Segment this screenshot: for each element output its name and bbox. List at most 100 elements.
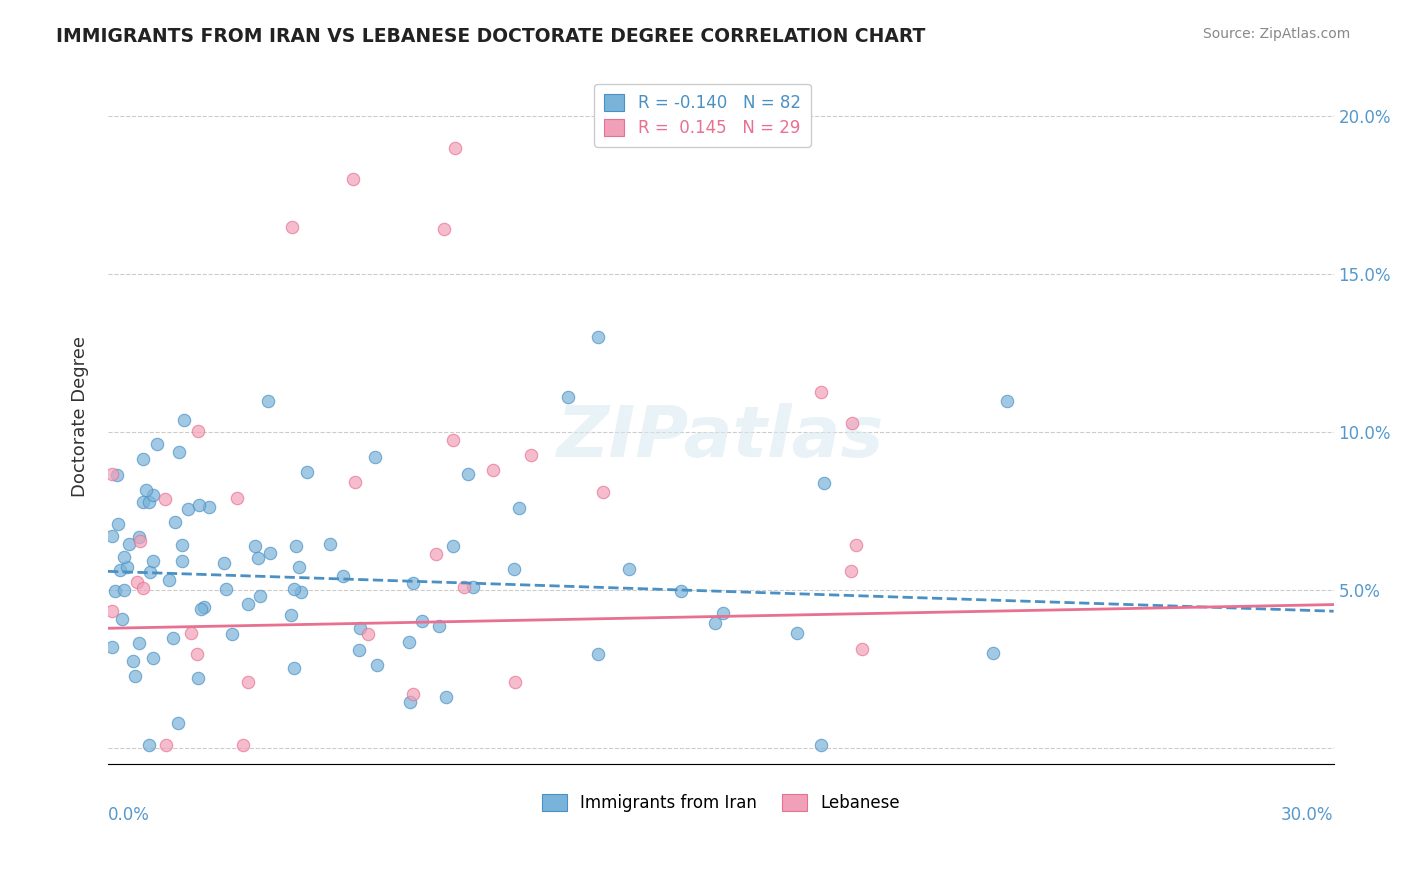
Point xyxy=(110,563,132,577)
Point xyxy=(232,739,254,753)
Point xyxy=(520,448,543,462)
Point xyxy=(124,669,146,683)
Point xyxy=(187,672,209,686)
Point xyxy=(288,559,311,574)
Point xyxy=(427,619,450,633)
Point xyxy=(101,528,124,542)
Point xyxy=(187,498,209,512)
Point xyxy=(399,695,422,709)
Point xyxy=(349,621,371,635)
Point xyxy=(813,476,835,491)
Point xyxy=(155,739,177,753)
Point xyxy=(786,625,808,640)
Point xyxy=(172,554,194,568)
Point xyxy=(101,640,124,654)
Point xyxy=(481,463,503,477)
Point xyxy=(441,433,464,447)
Point xyxy=(187,424,209,438)
Point xyxy=(347,642,370,657)
Y-axis label: Doctorate Degree: Doctorate Degree xyxy=(72,336,89,497)
Point xyxy=(983,646,1005,660)
Point xyxy=(167,445,190,459)
Point xyxy=(592,485,614,500)
Point xyxy=(131,495,153,509)
Point xyxy=(142,554,165,568)
Point xyxy=(411,614,433,628)
Point xyxy=(245,539,267,553)
Point xyxy=(995,393,1018,408)
Text: 30.0%: 30.0% xyxy=(1281,806,1334,824)
Point xyxy=(193,599,215,614)
Point xyxy=(138,494,160,508)
Point xyxy=(173,413,195,427)
Point xyxy=(342,172,364,186)
Text: IMMIGRANTS FROM IRAN VS LEBANESE DOCTORATE DEGREE CORRELATION CHART: IMMIGRANTS FROM IRAN VS LEBANESE DOCTORA… xyxy=(56,27,925,45)
Point xyxy=(128,636,150,650)
Point xyxy=(225,491,247,505)
Point xyxy=(461,580,484,594)
Point xyxy=(508,501,530,516)
Point xyxy=(215,582,238,596)
Text: ZIPatlas: ZIPatlas xyxy=(557,403,884,472)
Point xyxy=(236,598,259,612)
Point xyxy=(129,533,152,548)
Point xyxy=(444,140,467,154)
Point xyxy=(283,661,305,675)
Point xyxy=(845,538,868,552)
Point xyxy=(357,626,380,640)
Point xyxy=(586,330,609,344)
Point xyxy=(197,500,219,515)
Point xyxy=(141,650,163,665)
Point xyxy=(503,561,526,575)
Point xyxy=(115,560,138,574)
Point xyxy=(135,483,157,497)
Point xyxy=(101,467,124,481)
Point xyxy=(139,565,162,579)
Point xyxy=(434,690,457,705)
Point xyxy=(441,539,464,553)
Point xyxy=(290,584,312,599)
Point xyxy=(503,674,526,689)
Point xyxy=(142,487,165,501)
Point xyxy=(118,537,141,551)
Point xyxy=(402,575,425,590)
Point xyxy=(107,517,129,532)
Point xyxy=(112,549,135,564)
Point xyxy=(283,582,305,596)
Point xyxy=(425,547,447,561)
Point xyxy=(132,582,155,596)
Point xyxy=(186,647,208,661)
Point xyxy=(212,556,235,570)
Point xyxy=(111,612,134,626)
Point xyxy=(259,545,281,559)
Point xyxy=(810,739,832,753)
Point xyxy=(839,564,862,578)
Point xyxy=(131,452,153,467)
Point xyxy=(165,515,187,529)
Point xyxy=(343,475,366,489)
Point xyxy=(122,655,145,669)
Point xyxy=(101,604,124,618)
Point xyxy=(125,575,148,590)
Point xyxy=(238,675,260,690)
Point xyxy=(398,635,420,649)
Point xyxy=(433,222,456,236)
Point xyxy=(138,739,160,753)
Point xyxy=(172,538,194,552)
Point xyxy=(711,606,734,620)
Point xyxy=(107,467,129,482)
Point xyxy=(162,632,184,646)
Point xyxy=(177,502,200,516)
Point xyxy=(297,466,319,480)
Point xyxy=(104,583,127,598)
Legend: Immigrants from Iran, Lebanese: Immigrants from Iran, Lebanese xyxy=(536,787,907,819)
Point xyxy=(145,437,167,451)
Point xyxy=(704,616,727,631)
Point xyxy=(280,608,302,623)
Point xyxy=(112,582,135,597)
Point xyxy=(246,551,269,566)
Point xyxy=(453,580,475,594)
Text: Source: ZipAtlas.com: Source: ZipAtlas.com xyxy=(1202,27,1350,41)
Point xyxy=(180,625,202,640)
Point xyxy=(457,467,479,481)
